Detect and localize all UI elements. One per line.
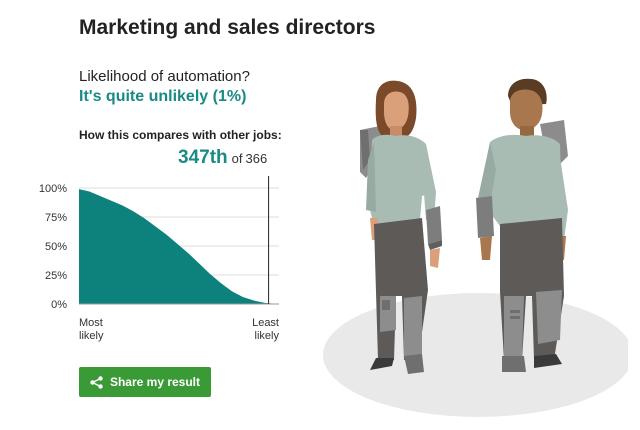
x-label-left: likely: [79, 330, 104, 342]
ground-shadow: [323, 293, 628, 417]
area-series: [79, 189, 279, 304]
page-title: Marketing and sales directors: [79, 16, 376, 39]
rank-readout: 347th of 366: [178, 147, 267, 169]
y-tick-label: 25%: [45, 270, 67, 282]
x-label-left: Most: [79, 317, 103, 329]
automation-question: Likelihood of automation?: [79, 68, 250, 85]
y-tick-label: 100%: [39, 183, 67, 195]
rank-total: 366: [245, 151, 268, 166]
share-button[interactable]: Share my result: [79, 367, 211, 397]
automation-answer: It's quite unlikely (1%): [79, 88, 247, 105]
rank-of: of: [231, 151, 243, 166]
x-label-right: likely: [255, 330, 280, 342]
man-figure: [476, 78, 568, 372]
y-tick-label: 50%: [45, 241, 67, 253]
woman-figure: [360, 80, 442, 374]
x-label-right: Least: [252, 317, 279, 329]
two-people-with-robot-parts-icon: [323, 78, 628, 417]
share-icon: [90, 375, 103, 389]
rank-number: 347th: [178, 147, 228, 168]
share-button-label: Share my result: [109, 375, 201, 389]
y-tick-label: 75%: [45, 212, 67, 224]
y-tick-label: 0%: [51, 299, 67, 311]
compare-label: How this compares with other jobs:: [79, 128, 282, 142]
